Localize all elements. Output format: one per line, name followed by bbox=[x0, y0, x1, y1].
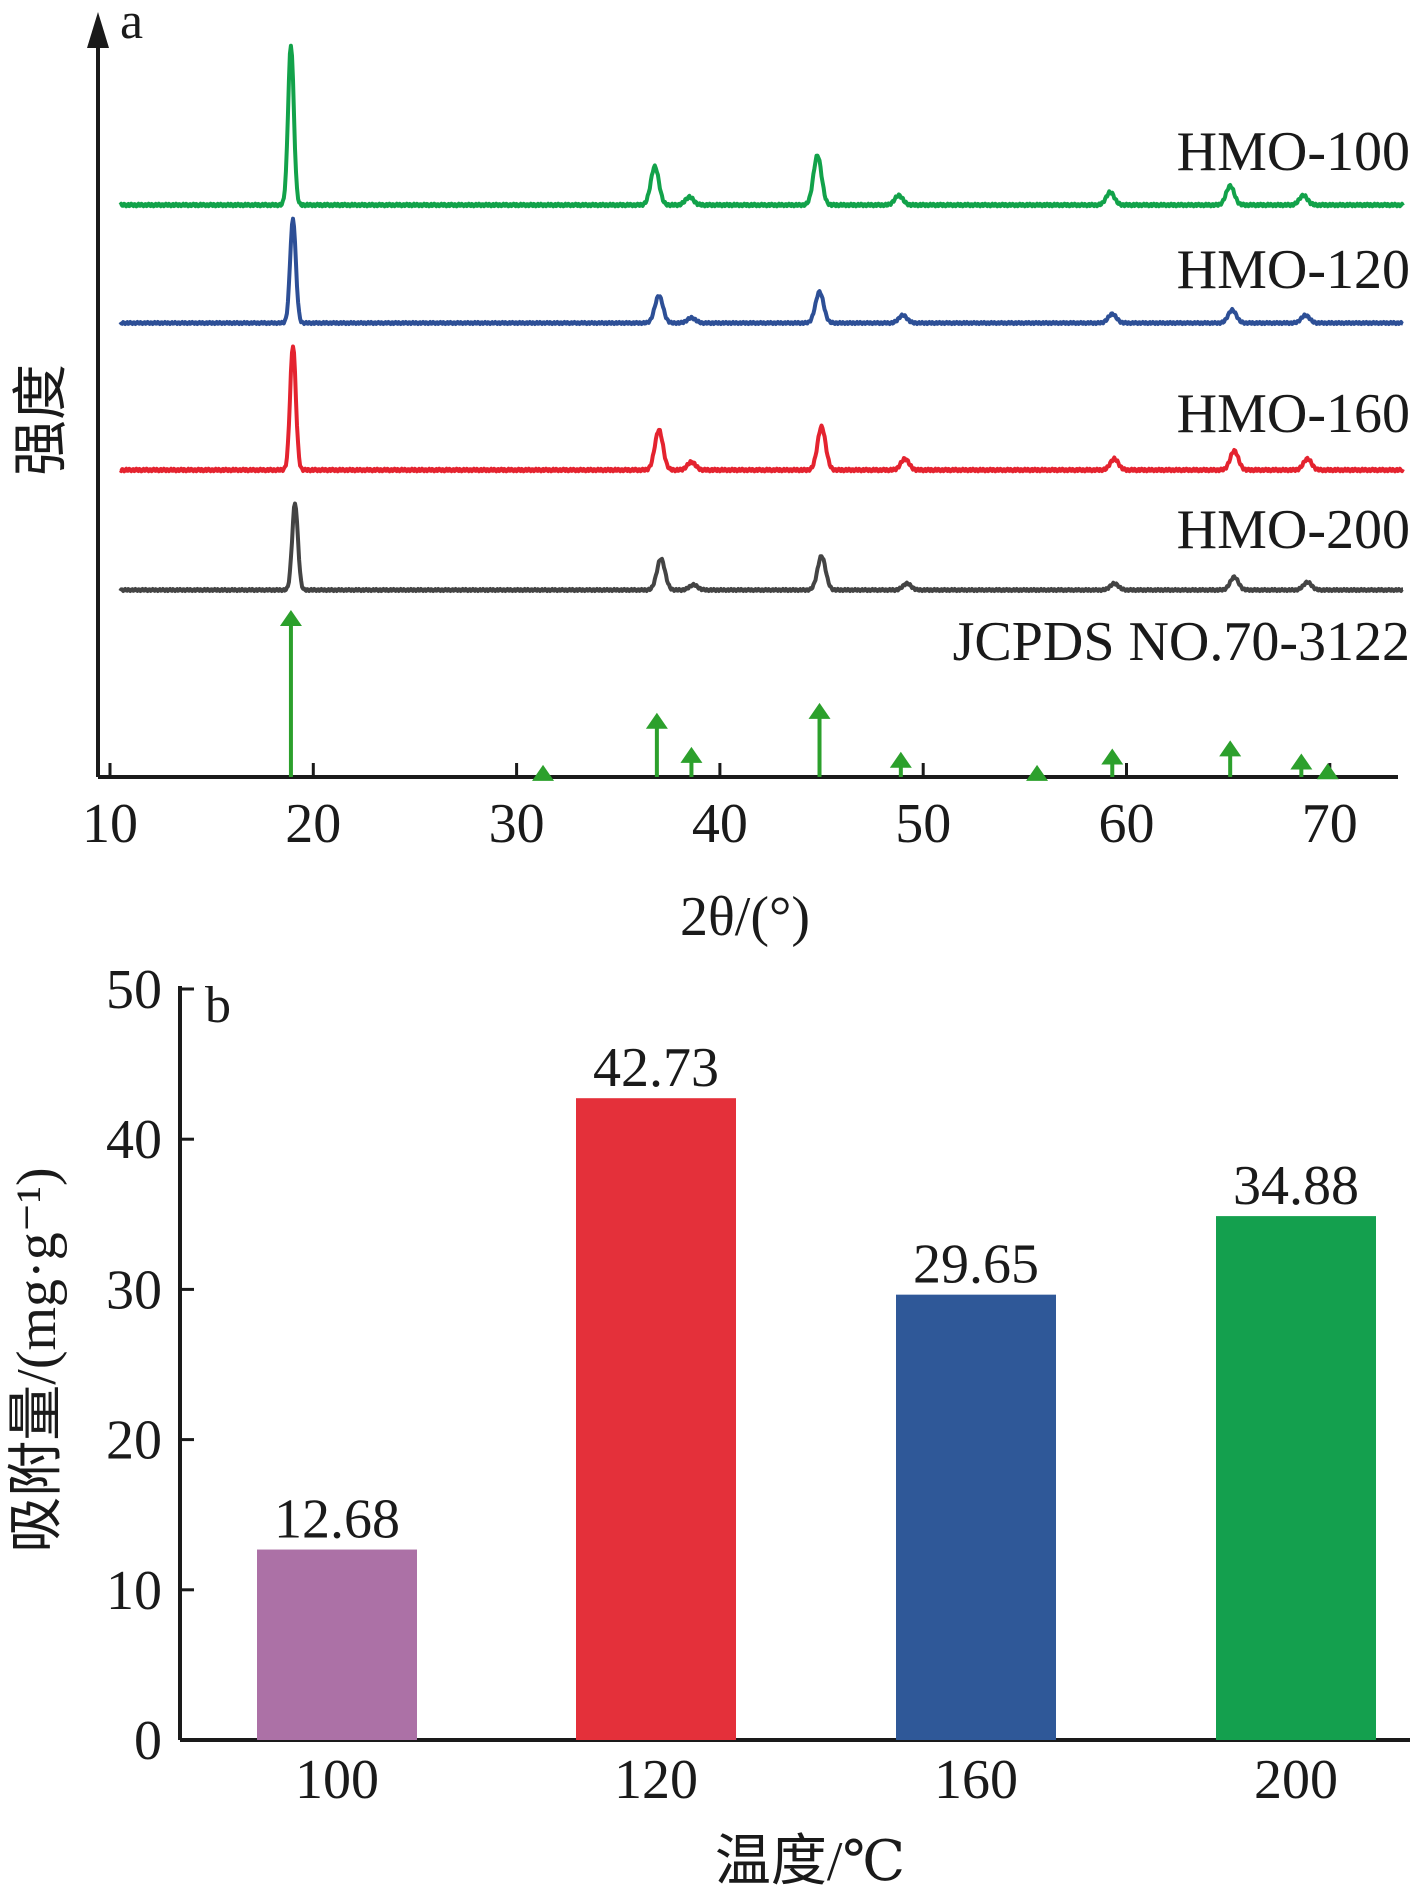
xrd-y-axis-arrow bbox=[87, 12, 109, 48]
bar bbox=[896, 1294, 1056, 1740]
xrd-x-tick-label: 50 bbox=[895, 793, 951, 855]
bar-y-axis-title: 吸附量/(mg·g⁻¹) bbox=[6, 1167, 68, 1552]
bar-value-label: 34.88 bbox=[1233, 1155, 1359, 1217]
xrd-series-line bbox=[118, 501, 1404, 593]
reference-label: JCPDS NO.70-3122 bbox=[953, 611, 1410, 673]
panel-a-letter: a bbox=[120, 0, 143, 50]
reference-arrowhead bbox=[1316, 763, 1339, 780]
bar-category-label: 200 bbox=[1254, 1749, 1338, 1811]
bar bbox=[1216, 1216, 1376, 1740]
xrd-reference-group bbox=[279, 610, 1339, 781]
reference-arrowhead bbox=[1026, 764, 1049, 781]
bar bbox=[576, 1098, 736, 1740]
bar-marks: 12.68 100 42.73 120 29.65 160 34.88 200 bbox=[257, 1037, 1376, 1811]
series-label: HMO-100 bbox=[1177, 121, 1410, 183]
bar-value-label: 12.68 bbox=[274, 1489, 400, 1551]
reference-arrowhead bbox=[1219, 740, 1242, 757]
bar-y-tick-label: 40 bbox=[106, 1109, 162, 1171]
xrd-series-line bbox=[118, 216, 1404, 326]
xrd-series-line bbox=[118, 43, 1405, 209]
xrd-x-tick-label: 30 bbox=[489, 793, 545, 855]
reference-arrowhead bbox=[645, 712, 668, 729]
xrd-chart: a 强度 2θ/(°) 10 20 30 40 50 60 70 HMO-100 HMO-12… bbox=[11, 0, 1410, 948]
bar-y-tick-label: 30 bbox=[106, 1259, 162, 1321]
xrd-series-line bbox=[118, 344, 1405, 474]
reference-arrowhead bbox=[279, 610, 302, 626]
bar-y-ticks: 0 10 20 30 40 50 bbox=[106, 959, 194, 1772]
bar-category-label: 120 bbox=[614, 1749, 698, 1811]
xrd-x-tick-label: 40 bbox=[692, 793, 748, 855]
xrd-x-tick-label: 10 bbox=[82, 793, 138, 855]
bar-x-axis-title: 温度/℃ bbox=[715, 1831, 905, 1893]
xrd-x-tick-label: 20 bbox=[285, 793, 341, 855]
series-label: HMO-200 bbox=[1177, 499, 1410, 561]
bar-category-label: 100 bbox=[295, 1749, 379, 1811]
bar-y-tick-label: 10 bbox=[106, 1560, 162, 1622]
bar-y-tick-label: 50 bbox=[106, 959, 162, 1021]
reference-arrowhead bbox=[532, 764, 555, 781]
bar-value-label: 42.73 bbox=[593, 1037, 719, 1099]
xrd-y-axis-title: 强度 bbox=[11, 364, 73, 476]
reference-arrowhead bbox=[1101, 748, 1124, 765]
xrd-series-group: HMO-100 HMO-120 HMO-160 HMO-200 bbox=[118, 43, 1410, 593]
series-label: HMO-120 bbox=[1177, 239, 1410, 301]
adsorption-chart: b 吸附量/(mg·g⁻¹) 温度/℃ 0 10 20 30 40 50 12.68 100… bbox=[6, 959, 1410, 1893]
bar bbox=[257, 1549, 417, 1740]
bar-y-tick-label: 0 bbox=[134, 1710, 162, 1772]
xrd-x-axis-title: 2θ/(°) bbox=[680, 886, 810, 948]
bar-y-tick-label: 20 bbox=[106, 1410, 162, 1472]
bar-value-label: 29.65 bbox=[913, 1234, 1039, 1296]
reference-arrowhead bbox=[808, 702, 831, 719]
xrd-x-ticks: 10 20 30 40 50 60 70 bbox=[82, 763, 1358, 855]
reference-arrowhead bbox=[680, 746, 703, 763]
series-label: HMO-160 bbox=[1177, 383, 1410, 445]
xrd-x-tick-label: 60 bbox=[1099, 793, 1155, 855]
xrd-x-tick-label: 70 bbox=[1302, 793, 1358, 855]
panel-b-letter: b bbox=[205, 977, 231, 1034]
reference-arrowhead bbox=[1290, 753, 1313, 770]
reference-arrowhead bbox=[889, 751, 912, 768]
bar-category-label: 160 bbox=[934, 1749, 1018, 1811]
